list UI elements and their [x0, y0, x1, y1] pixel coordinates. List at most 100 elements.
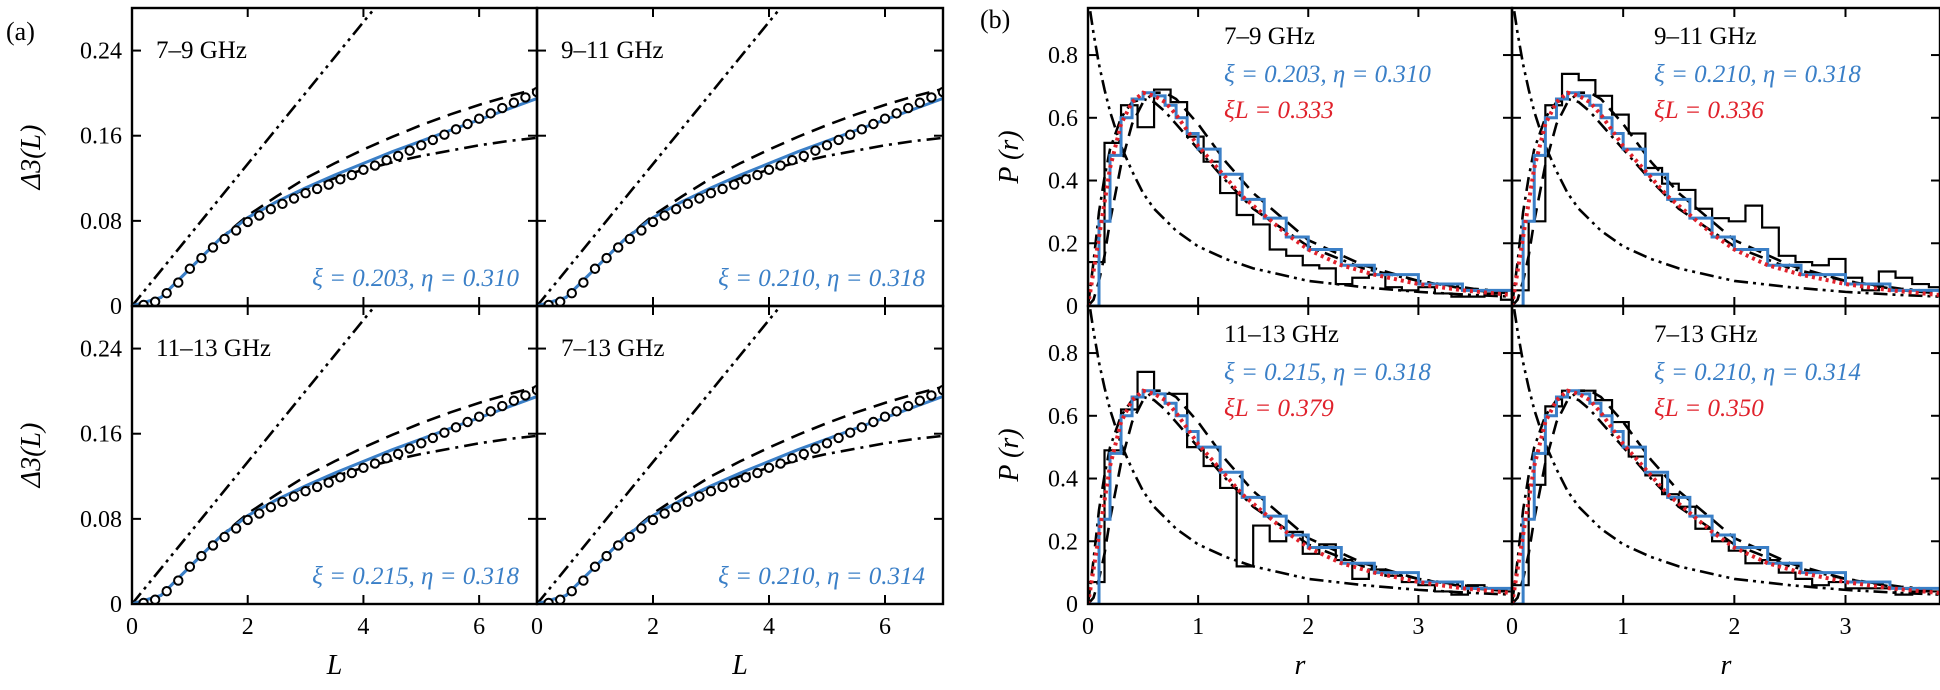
data-point-circle [311, 183, 323, 195]
y-tick-label: 0 [1066, 294, 1078, 320]
data-point-circle [705, 485, 717, 497]
curve-poisson [1088, 308, 1512, 596]
data-point-circle [254, 508, 265, 519]
data-point-circle [173, 575, 184, 586]
frequency-band-label: 11–13 GHz [1224, 321, 1339, 348]
x-tick-label: 2 [647, 614, 659, 640]
histogram-experiment [1512, 389, 1940, 604]
curve-model-blue [1088, 389, 1512, 604]
y-tick-label: 0.24 [80, 337, 122, 363]
data-point-circle [555, 296, 566, 306]
data-point-circle [821, 140, 833, 151]
curve-goe [1088, 97, 1512, 306]
curve-goe [1512, 97, 1940, 306]
data-point-circle [265, 501, 277, 513]
y-tick-label: 0.16 [80, 422, 122, 448]
data-point-circle [323, 477, 334, 488]
data-point-circle [752, 467, 763, 479]
data-point-circle [508, 395, 520, 406]
data-point-circle [659, 508, 670, 519]
data-point-circle [613, 242, 624, 253]
data-point-circle [242, 216, 253, 228]
y-tick-label: 0.08 [80, 507, 122, 533]
data-point-circle [288, 491, 300, 502]
data-point-circle [369, 160, 381, 171]
curve-gue-dashed [537, 385, 943, 604]
data-point-circle [335, 472, 346, 483]
frequency-band-label: 7–9 GHz [1224, 23, 1315, 50]
subplot-frame [1086, 6, 1514, 308]
data-point-circle [219, 233, 230, 245]
data-point-circle [427, 432, 439, 444]
data-point-circle [798, 448, 809, 460]
data-point-circle [462, 118, 473, 130]
subplot-frame [1510, 304, 1940, 606]
data-point-circle [439, 427, 450, 438]
data-point-circle [833, 432, 844, 444]
x-tick-label: 6 [473, 614, 485, 640]
data-point-circle [416, 438, 427, 449]
data-point-circle [335, 174, 346, 185]
x-tick-label: 3 [1840, 614, 1852, 640]
data-point-circle [311, 481, 323, 493]
data-point-circle [300, 485, 311, 497]
data-point-circle [589, 263, 601, 274]
data-point-circle [196, 550, 207, 562]
data-point-circle [184, 263, 196, 274]
curve-poisson [132, 306, 377, 604]
parameter-label-red: ξL = 0.350 [1654, 395, 1764, 422]
data-point-circle [149, 594, 161, 604]
frequency-band-label: 7–9 GHz [156, 37, 247, 64]
data-point-circle [729, 179, 740, 190]
data-point-circle [717, 183, 728, 195]
data-point-circle [613, 540, 624, 551]
curve-goe [1512, 395, 1940, 604]
data-point-circle [473, 113, 485, 124]
data-point-circle [196, 252, 207, 264]
data-point-circle [926, 390, 937, 401]
data-point-circle [207, 540, 219, 551]
frequency-band-label: 9–11 GHz [561, 37, 664, 64]
y-tick-label: 0.24 [80, 39, 122, 65]
panel-b-label: (b) [980, 5, 1010, 34]
y-tick-label: 0.8 [1048, 43, 1078, 69]
data-point-circle [624, 233, 635, 245]
data-point-circle [323, 179, 334, 190]
data-point-circle [775, 458, 786, 469]
data-point-circle [358, 164, 369, 175]
data-point-circle [717, 481, 728, 493]
frequency-band-label: 9–11 GHz [1654, 23, 1757, 50]
curve-goe [132, 136, 537, 306]
data-point-circle [787, 452, 798, 464]
data-point-circle [242, 514, 253, 526]
y-tick-label: 0.16 [80, 124, 122, 150]
data-point-circle [265, 203, 277, 215]
y-tick-label: 0 [110, 294, 122, 320]
data-point-circle [149, 296, 161, 306]
data-point-circle [520, 390, 531, 401]
data-point-circle [787, 154, 798, 166]
data-point-circle [763, 462, 775, 473]
data-point-circle [254, 210, 265, 221]
data-point-circle [497, 102, 508, 114]
parameter-label-blue: ξ = 0.210, η = 0.314 [718, 563, 925, 590]
x-tick-label: 2 [242, 614, 254, 640]
x-tick-label: 3 [1412, 614, 1424, 640]
curve-model-red [1088, 388, 1512, 604]
x-axis-label: L [326, 650, 343, 681]
y-tick-label: 0.6 [1048, 404, 1078, 430]
data-point-circle [879, 411, 891, 422]
data-point-circle [705, 187, 717, 199]
x-tick-label: 0 [126, 614, 138, 640]
data-point-circle [856, 422, 867, 433]
data-point-circle [277, 198, 288, 210]
y-axis-label: Δ3(L) [16, 423, 47, 489]
data-point-circle [647, 216, 659, 228]
subplot-b-1-plot-area [1088, 10, 1512, 306]
subplot-a-3-plot-area [132, 306, 537, 604]
data-point-circle [647, 514, 659, 526]
curve-gue-dashed [537, 87, 943, 306]
y-axis-label: P (r) [994, 428, 1025, 482]
curve-poisson [132, 8, 377, 306]
